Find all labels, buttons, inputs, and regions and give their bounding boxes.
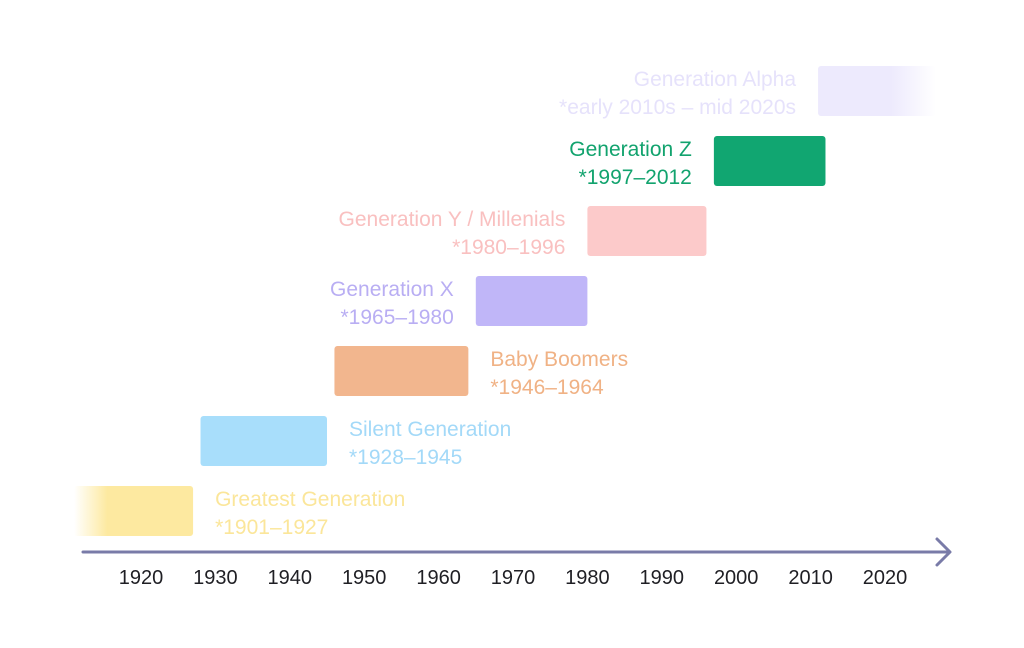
x-axis-arrowhead — [935, 537, 952, 567]
bar-generation-y-millenials — [587, 206, 707, 256]
label-name-1: Silent Generation — [349, 418, 511, 441]
label-name-4: Generation Y / Millenials — [339, 208, 566, 231]
label-name-6: Generation Alpha — [634, 68, 797, 91]
x-tick-label: 1990 — [640, 567, 685, 589]
label-range-3: *1965–1980 — [341, 306, 454, 329]
bar-baby-boomers — [334, 346, 469, 396]
x-axis: 1920 1930 1940 1950 1960 1970 1980 1990 2000 2010… — [81, 537, 952, 589]
x-tick-label: 1950 — [342, 567, 387, 589]
generation-labels: Greatest Generation *1901–1927 Silent Gene… — [215, 68, 796, 539]
generation-bars — [74, 66, 936, 536]
bar-silent-generation — [200, 416, 327, 466]
label-range-5: *1997–2012 — [579, 166, 692, 189]
label-range-1: *1928–1945 — [349, 446, 462, 469]
x-tick-label: 1920 — [119, 567, 164, 589]
x-tick-label: 2000 — [714, 567, 759, 589]
x-tick-label: 2020 — [863, 567, 908, 589]
label-name-5: Generation Z — [569, 138, 692, 161]
x-tick-label: 1980 — [565, 567, 610, 589]
x-tick-label: 1960 — [416, 567, 461, 589]
label-range-4: *1980–1996 — [452, 236, 565, 259]
label-name-2: Baby Boomers — [490, 348, 628, 371]
label-name-0: Greatest Generation — [215, 488, 405, 511]
bar-generation-z — [713, 136, 826, 186]
x-tick-label: 1940 — [268, 567, 313, 589]
bar-generation-x — [475, 276, 588, 326]
label-range-2: *1946–1964 — [490, 376, 604, 399]
label-range-6: *early 2010s – mid 2020s — [559, 96, 796, 119]
bar-greatest-generation — [74, 486, 194, 536]
x-tick-label: 1970 — [491, 567, 536, 589]
bar-generation-alpha — [818, 66, 936, 116]
x-tick-label: 2010 — [788, 567, 833, 589]
x-tick-label: 1930 — [193, 567, 238, 589]
label-range-0: *1901–1927 — [215, 516, 328, 539]
label-name-3: Generation X — [330, 278, 454, 301]
